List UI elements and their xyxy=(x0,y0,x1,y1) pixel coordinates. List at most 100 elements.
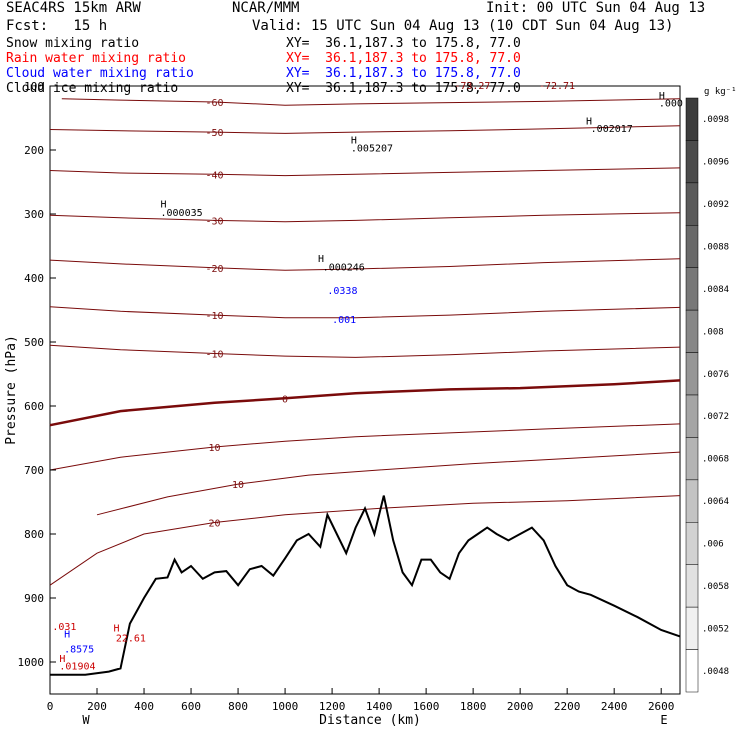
field-annotation: -72.71 xyxy=(539,81,575,92)
x-tick-label: 2600 xyxy=(648,700,675,713)
plot-frame xyxy=(49,85,681,695)
temperature-contour xyxy=(49,306,681,319)
x-tick-label: 1400 xyxy=(366,700,393,713)
field-annotation: H xyxy=(586,116,592,127)
x-axis-title: Distance (km) xyxy=(319,713,421,728)
colorbar-tick-label: .0064 xyxy=(702,497,729,507)
x-tick-label: 600 xyxy=(181,700,201,713)
colorbar-tick-label: .0072 xyxy=(702,412,729,422)
colorbar-tick-label: .0076 xyxy=(702,370,729,380)
field-annotation: H xyxy=(113,623,119,634)
colorbar-tick-label: .008 xyxy=(702,327,724,337)
forecast-hour: Fcst: 15 h xyxy=(6,18,108,34)
y-tick-label: 900 xyxy=(24,592,44,605)
colorbar-swatch xyxy=(685,309,699,353)
field-annotation: H xyxy=(64,630,70,641)
field-annotation: .8575 xyxy=(64,644,94,655)
y-tick-label: 100 xyxy=(24,80,44,93)
x-tick-label: 400 xyxy=(134,700,154,713)
terrain-line xyxy=(50,495,681,676)
temperature-contour xyxy=(49,125,681,134)
colorbar-swatch xyxy=(685,182,699,226)
field-annotation: .0338 xyxy=(327,286,357,297)
temperature-contour xyxy=(49,344,681,358)
temperature-contour xyxy=(49,495,681,586)
field-annotation: H xyxy=(59,654,65,665)
field-annotation: H xyxy=(659,91,665,102)
colorbar-tick-label: .0084 xyxy=(702,285,729,295)
colorbar-tick-label: .0092 xyxy=(702,200,729,210)
y-tick-label: 600 xyxy=(24,400,44,413)
colorbar-tick-label: .0058 xyxy=(702,582,729,592)
x-tick-label: 1200 xyxy=(319,700,346,713)
valid-time: Valid: 15 UTC Sun 04 Aug 13 (10 CDT Sun … xyxy=(252,18,674,34)
x-tick-label: 2200 xyxy=(554,700,581,713)
field-annotation: .002017 xyxy=(591,124,633,135)
temperature-contour xyxy=(49,379,681,427)
colorbar-swatch xyxy=(685,606,699,650)
field-annotation: H xyxy=(351,136,357,147)
colorbar-tick-label: .0052 xyxy=(702,624,729,634)
plot-title: SEAC4RS 15km ARW xyxy=(6,0,141,16)
colorbar-swatch xyxy=(685,564,699,608)
x-tick-label: 0 xyxy=(47,700,54,713)
contour-label: -10 xyxy=(206,311,224,322)
x-tick-label: 1600 xyxy=(413,700,440,713)
field-annotation: .01904 xyxy=(59,662,95,673)
x-tick-label: 2000 xyxy=(507,700,534,713)
y-tick-label: 700 xyxy=(24,464,44,477)
colorbar-swatch xyxy=(685,394,699,438)
legend-xy: XY= 36.1,187.3 to 175.8, 77.0 xyxy=(286,51,521,66)
legend-xy: XY= 36.1,187.3 to 175.8, 77.0 xyxy=(286,81,521,96)
colorbar-swatch xyxy=(685,352,699,396)
y-tick-label: 1000 xyxy=(18,656,45,669)
y-tick-label: 400 xyxy=(24,272,44,285)
field-annotation: .031 xyxy=(52,622,76,633)
colorbar-tick-label: .0088 xyxy=(702,243,729,253)
x-endpoint-east: E xyxy=(660,713,667,727)
colorbar-swatch xyxy=(685,437,699,481)
temperature-contour xyxy=(49,258,681,271)
contour-label: -60 xyxy=(206,98,224,109)
x-tick-label: 1000 xyxy=(272,700,299,713)
field-annotation: .001 xyxy=(332,315,356,326)
x-tick-label: 200 xyxy=(87,700,107,713)
colorbar-tick-label: .0098 xyxy=(702,115,729,125)
colorbar-swatch xyxy=(685,267,699,311)
colorbar-swatch xyxy=(685,97,699,141)
colorbar-tick-label: .0068 xyxy=(702,455,729,465)
colorbar-tick-label: .006 xyxy=(702,540,724,550)
field-annotation: .000246 xyxy=(323,262,365,273)
y-tick-label: 200 xyxy=(24,144,44,157)
contour-label: -40 xyxy=(206,170,224,181)
field-annotation: -73.27 xyxy=(454,81,490,92)
legend-label: Cloud ice mixing ratio xyxy=(6,81,179,96)
legend-xy: XY= 36.1,187.3 to 175.8, 77.0 xyxy=(286,36,521,51)
temperature-contour xyxy=(49,167,681,177)
field-annotation: H xyxy=(160,200,166,211)
contour-label: 0 xyxy=(282,394,288,405)
colorbar-swatch xyxy=(685,140,699,184)
colorbar-swatch xyxy=(685,649,699,693)
contour-label: 20 xyxy=(209,518,221,529)
colorbar-unit: g kg⁻¹ xyxy=(704,87,737,97)
contour-label: -30 xyxy=(206,216,224,227)
y-tick-label: 300 xyxy=(24,208,44,221)
temperature-contour xyxy=(49,212,681,223)
y-tick-label: 500 xyxy=(24,336,44,349)
temperature-contour xyxy=(96,451,681,516)
x-tick-label: 2400 xyxy=(601,700,628,713)
x-tick-label: 1800 xyxy=(460,700,487,713)
contour-label: -20 xyxy=(206,264,224,275)
contour-label: -50 xyxy=(206,128,224,139)
colorbar-swatch xyxy=(685,522,699,565)
legend-label: Snow mixing ratio xyxy=(6,36,140,51)
plot-center: NCAR/MMM xyxy=(232,0,300,16)
temperature-contour xyxy=(49,423,681,471)
init-time: Init: 00 UTC Sun 04 Aug 13 xyxy=(486,0,706,16)
colorbar-swatch xyxy=(685,479,699,523)
legend-label: Cloud water mixing ratio xyxy=(6,66,194,81)
contour-label: 10 xyxy=(209,443,221,454)
legend-xy: XY= 36.1,187.3 to 175.8, 77.0 xyxy=(286,66,521,81)
